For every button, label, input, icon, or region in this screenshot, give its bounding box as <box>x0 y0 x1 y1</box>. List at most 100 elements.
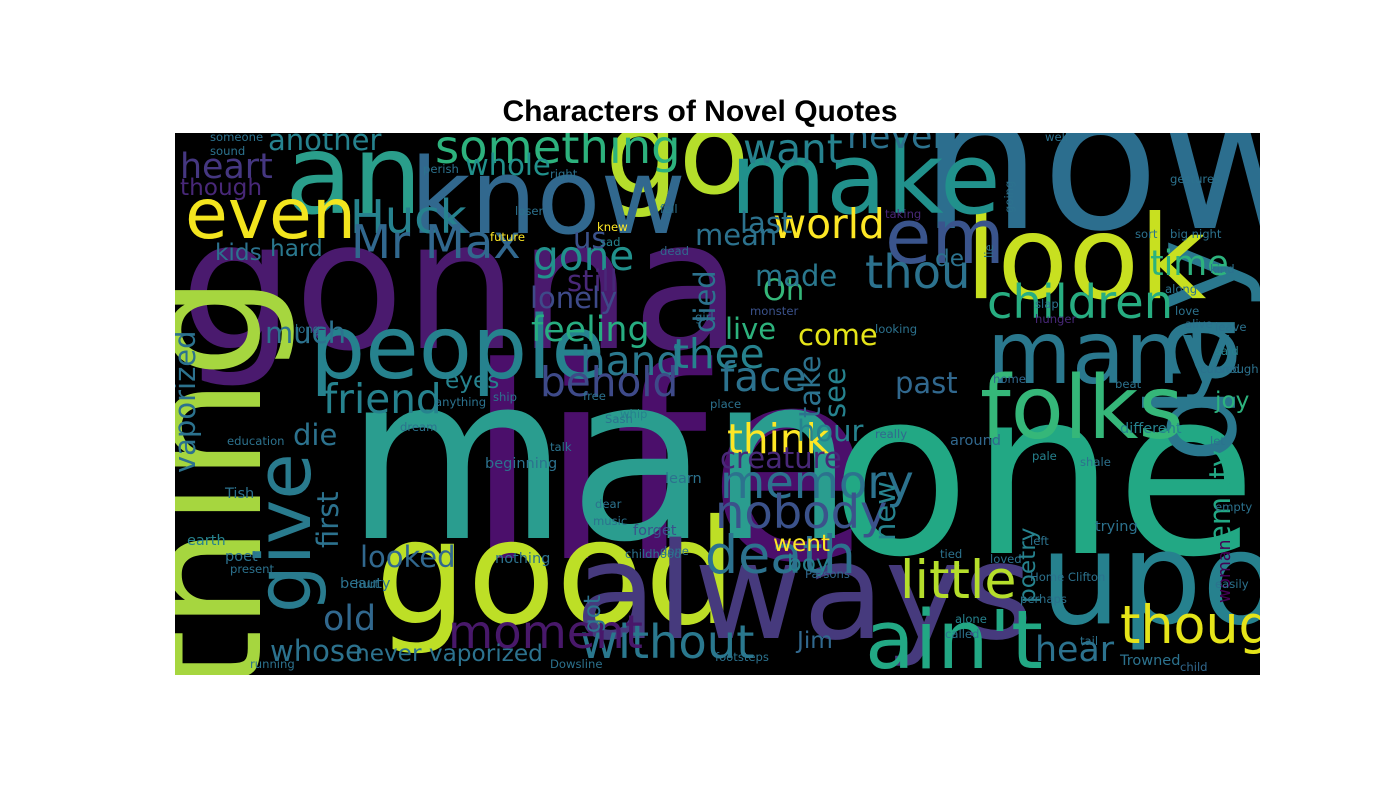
word-come: come <box>798 318 878 352</box>
word-take: take <box>793 355 827 418</box>
word-past: past <box>895 366 958 400</box>
word-girl: girl <box>695 310 714 324</box>
word-day: day <box>1122 239 1260 463</box>
word-perish: perish <box>423 162 459 176</box>
word-tied: tied <box>940 547 962 561</box>
word-child: child <box>1180 660 1208 674</box>
word-friend: friend <box>323 375 442 423</box>
word-hard: hard <box>270 235 323 262</box>
word-tail: tail <box>1080 634 1098 648</box>
word-behold: behold <box>540 358 678 406</box>
word-earth: earth <box>187 533 226 549</box>
word-new: new <box>868 481 902 541</box>
word-shale: shale <box>1080 455 1111 469</box>
word-enough: enough <box>1215 362 1259 376</box>
word-well: well <box>1045 133 1068 144</box>
word-around: around <box>950 433 1001 449</box>
word-leave: leave <box>1215 320 1246 334</box>
word-heart: heart <box>180 147 273 187</box>
word-last: last <box>740 206 792 240</box>
word-lie: lie <box>982 244 996 258</box>
word-poetry: poetry <box>1014 527 1041 603</box>
word-sash: Sash <box>605 412 633 426</box>
word-monster: monster <box>750 304 798 318</box>
word-life: life <box>465 310 871 621</box>
word-face: face <box>720 353 806 401</box>
word-whose: whose <box>270 634 363 668</box>
word-thing: thing <box>175 275 299 675</box>
word-creature: creature <box>720 441 842 475</box>
word-left: left <box>1030 534 1049 548</box>
word-made: made <box>755 259 837 293</box>
word-kind: kind <box>1210 262 1235 276</box>
word-looked: looked <box>360 540 456 574</box>
word-trying: trying <box>1095 519 1138 535</box>
word-mean: mean <box>695 218 777 252</box>
word-nothing: nothing <box>495 551 550 567</box>
word-people: people <box>310 297 605 399</box>
word-us: us <box>573 221 607 255</box>
word-go: go <box>605 133 750 221</box>
word-someone: someone <box>210 133 263 144</box>
word-forget: forget <box>633 523 677 539</box>
word-much: much <box>265 316 346 350</box>
word-an: an <box>285 133 422 239</box>
word-little: little <box>900 551 1017 611</box>
word-really: really <box>875 427 907 441</box>
word-upon: upon <box>1040 506 1260 654</box>
word-loser: loser <box>515 204 543 218</box>
word-beat: beat <box>1115 377 1142 391</box>
word-hour: hour <box>797 414 864 448</box>
word-said: said <box>1215 344 1239 358</box>
word-gestures: gestures <box>1170 172 1220 186</box>
word-joy: joy <box>1214 387 1250 414</box>
word-childhood: childhood <box>625 547 681 561</box>
word-dowsline: Dowsline <box>550 657 602 671</box>
word-feeling: feeling <box>531 310 650 350</box>
word-eyes: eyes <box>445 367 499 394</box>
word-make: make <box>730 133 1001 237</box>
word-know: know <box>410 136 686 258</box>
word-future: future <box>490 230 525 244</box>
word-alone: alone <box>955 612 987 626</box>
word-trowned: Trowned <box>1119 653 1180 669</box>
word-pale: pale <box>1032 449 1057 463</box>
word-em: em <box>885 193 1005 281</box>
word-old: old <box>323 599 376 639</box>
word-place: place <box>710 397 741 411</box>
word-loved: loved <box>990 552 1022 566</box>
word-sound: sound <box>210 144 245 158</box>
word-music: music <box>593 514 627 528</box>
word-want: want <box>743 133 843 173</box>
word-memory: memory <box>720 455 914 509</box>
word-beginning: beginning <box>485 456 557 472</box>
word-oh: Oh <box>763 273 804 307</box>
word-boy: boy <box>787 550 830 577</box>
word-dream: dream <box>400 420 437 434</box>
word-moment: moment <box>448 605 643 659</box>
word-talk: talk <box>550 440 572 454</box>
word-running: running <box>250 657 295 671</box>
word-children: children <box>987 275 1173 329</box>
word-beauty: beauty <box>340 576 391 592</box>
word-ain-t: ain't <box>865 594 1043 675</box>
word-now: now <box>920 133 1260 274</box>
word-though: though <box>180 174 262 201</box>
word-easily: easily <box>1215 577 1249 591</box>
word-empty: empty <box>1203 450 1237 543</box>
word-looking: looking <box>875 322 917 336</box>
word-hurt: hurt <box>355 577 379 591</box>
word-hear: hear <box>1035 630 1115 670</box>
word-ship: ship <box>493 390 517 404</box>
word-see: see <box>818 367 852 418</box>
word-knew: knew <box>597 220 628 234</box>
word-give: give <box>240 453 328 613</box>
word-dead: dead <box>660 244 689 258</box>
word-long: long <box>295 322 320 336</box>
word-footsteps: footsteps <box>715 650 769 664</box>
word-sort: sort <box>1135 227 1158 241</box>
word-lonely: lonely <box>530 281 617 315</box>
word-free: free <box>583 389 606 403</box>
word-die: die <box>293 418 337 452</box>
